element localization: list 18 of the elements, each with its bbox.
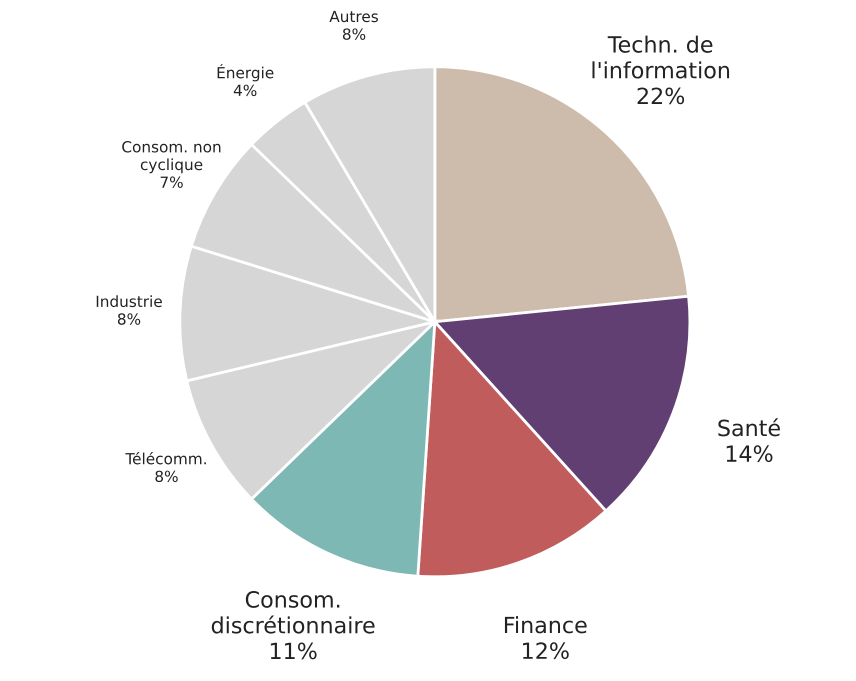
data-label: 22% [638,87,684,104]
slice-label: Télécomm. [125,452,206,464]
data-label: 12% [523,642,569,660]
slice-label: Autres [329,10,378,22]
slice-label: Consom. non cyclique [122,140,220,174]
slice-label: Finance [504,616,587,634]
slice-label: Techn. de l'information [592,36,730,79]
data-label: 11% [270,642,317,660]
data-label: 4% [234,84,256,96]
data-label: 14% [726,445,772,462]
data-label: 7% [160,176,183,188]
data-label: 8% [342,28,366,40]
slice-label: Industrie [96,295,162,308]
data-label: 8% [118,313,140,325]
slice-label: Santé [718,418,780,436]
slice-label: Consom. discrétionnaire [212,591,375,634]
data-label: 8% [155,470,178,482]
slice-label: Énergie [218,64,274,82]
